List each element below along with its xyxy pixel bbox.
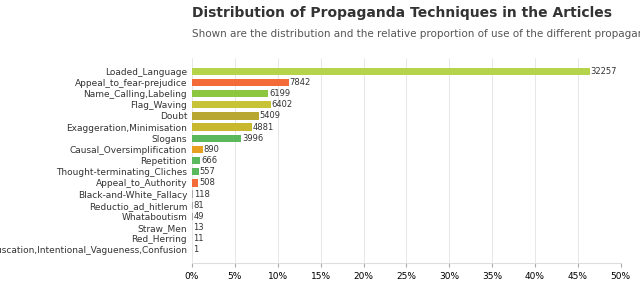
Bar — [192, 101, 271, 108]
Bar — [192, 135, 241, 142]
Text: Distribution of Propaganda Techniques in the Articles: Distribution of Propaganda Techniques in… — [192, 6, 612, 20]
Text: 666: 666 — [201, 156, 217, 165]
Text: 118: 118 — [195, 190, 210, 199]
Bar — [192, 124, 252, 131]
Bar — [192, 79, 289, 86]
Bar — [192, 179, 198, 187]
Text: 1: 1 — [193, 245, 198, 254]
Bar — [192, 68, 589, 75]
Bar — [192, 190, 193, 198]
Bar — [192, 146, 203, 153]
Text: 4881: 4881 — [253, 123, 275, 132]
Text: Shown are the distribution and the relative proportion of use of the different p: Shown are the distribution and the relat… — [192, 29, 640, 39]
Text: 6402: 6402 — [272, 100, 293, 109]
Text: 890: 890 — [204, 145, 220, 154]
Bar — [192, 168, 199, 175]
Bar — [192, 201, 193, 209]
Bar — [192, 157, 200, 164]
Text: 6199: 6199 — [269, 89, 291, 98]
Bar — [192, 90, 268, 97]
Text: 508: 508 — [199, 178, 215, 187]
Text: 81: 81 — [194, 201, 205, 210]
Text: 7842: 7842 — [289, 78, 311, 87]
Bar — [192, 112, 259, 120]
Text: 3996: 3996 — [242, 134, 263, 143]
Text: 557: 557 — [200, 167, 216, 176]
Text: 13: 13 — [193, 223, 204, 232]
Text: 5409: 5409 — [260, 112, 280, 121]
Text: 49: 49 — [193, 212, 204, 221]
Text: 32257: 32257 — [591, 67, 617, 76]
Text: 11: 11 — [193, 234, 204, 243]
